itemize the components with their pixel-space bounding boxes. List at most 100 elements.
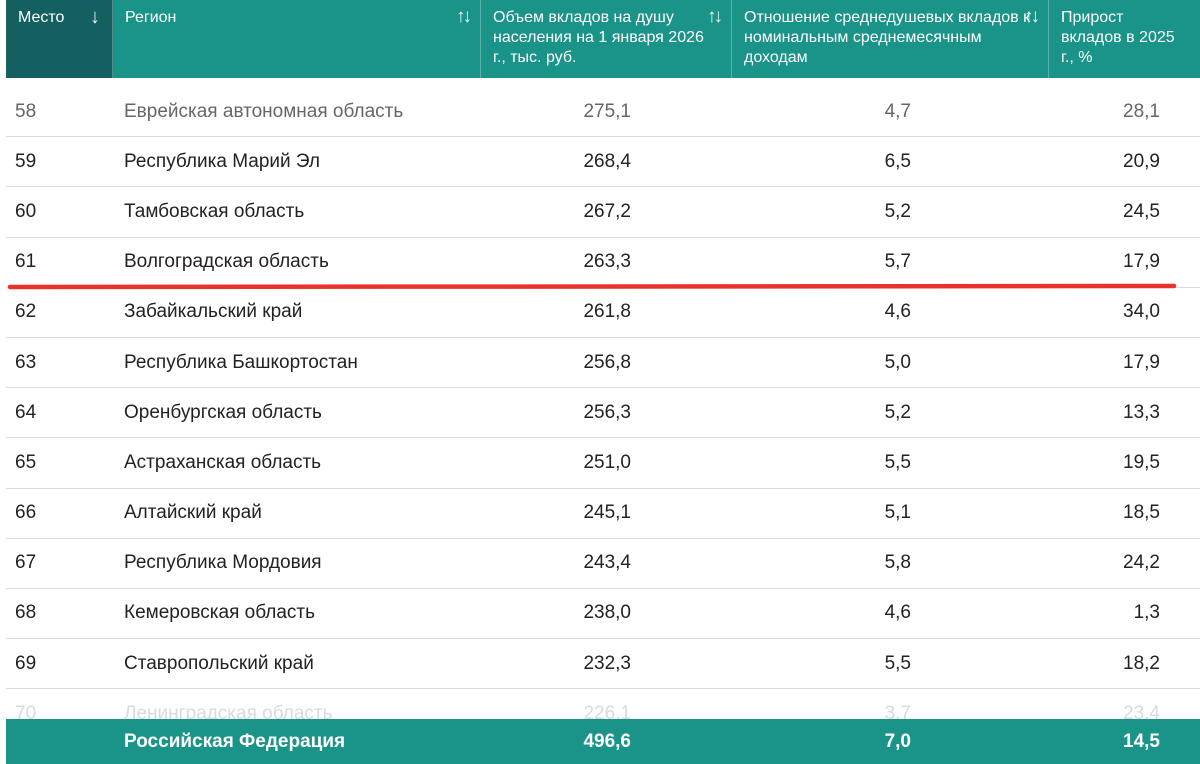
region-cell: Волгоградская область — [124, 251, 329, 273]
deposits-cell: 261,8 — [583, 301, 631, 323]
ratio-cell: 5,5 — [884, 451, 911, 473]
growth-cell: 13,3 — [1123, 401, 1160, 423]
region-cell: Российская Федерация — [124, 730, 346, 752]
ratio-cell: 3,7 — [884, 702, 911, 724]
rank-cell: 59 — [15, 150, 37, 172]
rank-cell: 64 — [15, 401, 37, 423]
ratio-cell: 5,2 — [884, 200, 911, 222]
column-label: Прирост вкладов в 2025 г., % — [1061, 9, 1175, 66]
ratio-cell: 5,5 — [884, 652, 911, 674]
column-label: Регион — [125, 9, 177, 26]
rank-cell: 70 — [15, 702, 37, 724]
table-row: 64 Оренбургская область 256,3 5,2 13,3 — [6, 388, 1200, 439]
growth-cell: 1,3 — [1133, 602, 1160, 624]
region-cell: Республика Башкортостан — [124, 351, 358, 373]
region-cell: Алтайский край — [124, 502, 262, 524]
region-cell: Ставропольский край — [124, 652, 314, 674]
column-header-deposits[interactable]: Объем вкладов на душу населения на 1 янв… — [481, 0, 732, 78]
deposits-cell: 256,8 — [583, 351, 631, 373]
column-header-ratio[interactable]: Отношение среднедушевых вкладов к номина… — [732, 0, 1049, 78]
deposits-cell: 232,3 — [583, 652, 631, 674]
ratio-cell: 6,5 — [884, 150, 911, 172]
table-row: 58 Еврейская автономная область 275,1 4,… — [6, 87, 1200, 138]
deposits-cell: 263,3 — [583, 251, 631, 273]
column-label: Отношение среднедушевых вкладов к номина… — [744, 9, 1031, 66]
region-cell: Ленинградская область — [124, 702, 333, 724]
rank-cell: 69 — [15, 652, 37, 674]
growth-cell: 28,1 — [1123, 100, 1160, 122]
ratio-cell: 7,0 — [884, 730, 911, 752]
table-header: Место ↓ Регион ↑↓ Объем вкладов на душу … — [6, 0, 1200, 78]
column-header-region[interactable]: Регион ↑↓ — [113, 0, 481, 78]
table-row: 63 Республика Башкортостан 256,8 5,0 17,… — [6, 338, 1200, 389]
growth-cell: 17,9 — [1123, 251, 1160, 273]
table-row: 60 Тамбовская область 267,2 5,2 24,5 — [6, 187, 1200, 238]
rank-cell: 65 — [15, 451, 37, 473]
rank-cell: 60 — [15, 200, 37, 222]
deposits-cell: 238,0 — [583, 602, 631, 624]
table-body: 58 Еврейская автономная область 275,1 4,… — [6, 78, 1200, 740]
rank-cell — [6, 719, 113, 764]
region-cell: Оренбургская область — [124, 401, 322, 423]
column-header-rank[interactable]: Место ↓ — [6, 0, 113, 78]
growth-cell: 19,5 — [1123, 451, 1160, 473]
table-row: 68 Кемеровская область 238,0 4,6 1,3 — [6, 589, 1200, 640]
arrow-down-icon[interactable]: ↓ — [90, 6, 100, 28]
region-cell: Тамбовская область — [124, 200, 305, 222]
ratio-cell: 5,2 — [884, 401, 911, 423]
deposits-cell: 243,4 — [583, 552, 631, 574]
region-cell: Республика Мордовия — [124, 552, 322, 574]
table-row: 67 Республика Мордовия 243,4 5,8 24,2 — [6, 539, 1200, 589]
rank-cell: 67 — [15, 552, 37, 574]
rank-cell: 68 — [15, 602, 37, 624]
ratio-cell: 4,7 — [884, 100, 911, 122]
deposits-cell: 226,1 — [583, 702, 631, 724]
ratio-cell: 5,0 — [884, 351, 911, 373]
deposits-cell: 268,4 — [583, 150, 631, 172]
table-row: 59 Республика Марий Эл 268,4 6,5 20,9 — [6, 137, 1200, 188]
ratio-cell: 5,1 — [884, 502, 911, 524]
region-cell: Еврейская автономная область — [124, 100, 404, 122]
deposits-cell: 251,0 — [583, 451, 631, 473]
region-cell: Астраханская область — [124, 451, 322, 473]
region-cell: Кемеровская область — [124, 602, 315, 624]
rank-cell: 63 — [15, 351, 37, 373]
ratio-cell: 4,6 — [884, 301, 911, 323]
deposits-cell: 496,6 — [583, 730, 631, 752]
rank-cell: 62 — [15, 301, 37, 323]
growth-cell: 20,9 — [1123, 150, 1160, 172]
column-label: Объем вкладов на душу населения на 1 янв… — [493, 9, 704, 66]
ranking-table: Место ↓ Регион ↑↓ Объем вкладов на душу … — [6, 0, 1200, 764]
deposits-cell: 256,3 — [583, 401, 631, 423]
growth-cell: 34,0 — [1123, 301, 1160, 323]
growth-cell: 17,9 — [1123, 351, 1160, 373]
table-row-highlighted: 61 Волгоградская область 263,3 5,7 17,9 — [6, 238, 1200, 288]
table-row: 66 Алтайский край 245,1 5,1 18,5 — [6, 489, 1200, 539]
column-header-growth[interactable]: Прирост вкладов в 2025 г., % — [1049, 0, 1200, 78]
ratio-cell: 5,7 — [884, 251, 911, 273]
growth-cell: 24,2 — [1123, 552, 1160, 574]
column-label: Место — [18, 9, 65, 26]
table-row: 65 Астраханская область 251,0 5,5 19,5 — [6, 438, 1200, 489]
sort-updown-icon[interactable]: ↑↓ — [1024, 6, 1040, 27]
deposits-cell: 245,1 — [583, 502, 631, 524]
growth-cell: 18,2 — [1123, 652, 1160, 674]
growth-cell: 24,5 — [1123, 200, 1160, 222]
sort-updown-icon[interactable]: ↑↓ — [707, 6, 723, 27]
region-cell: Забайкальский край — [124, 301, 303, 323]
ratio-cell: 5,8 — [884, 552, 911, 574]
table-footer-total-row: Российская Федерация 496,6 7,0 14,5 — [6, 719, 1200, 764]
table-row: 69 Ставропольский край 232,3 5,5 18,2 — [6, 639, 1200, 690]
rank-cell: 61 — [15, 251, 37, 273]
deposits-cell: 275,1 — [583, 100, 631, 122]
rank-cell: 66 — [15, 502, 37, 524]
region-cell: Республика Марий Эл — [124, 150, 321, 172]
sort-updown-icon[interactable]: ↑↓ — [456, 6, 472, 27]
growth-cell: 23,4 — [1123, 702, 1160, 724]
growth-cell: 18,5 — [1123, 502, 1160, 524]
deposits-cell: 267,2 — [583, 200, 631, 222]
table-row: 62 Забайкальский край 261,8 4,6 34,0 — [6, 288, 1200, 338]
rank-cell: 58 — [15, 100, 37, 122]
ratio-cell: 4,6 — [884, 602, 911, 624]
growth-cell: 14,5 — [1123, 730, 1160, 752]
